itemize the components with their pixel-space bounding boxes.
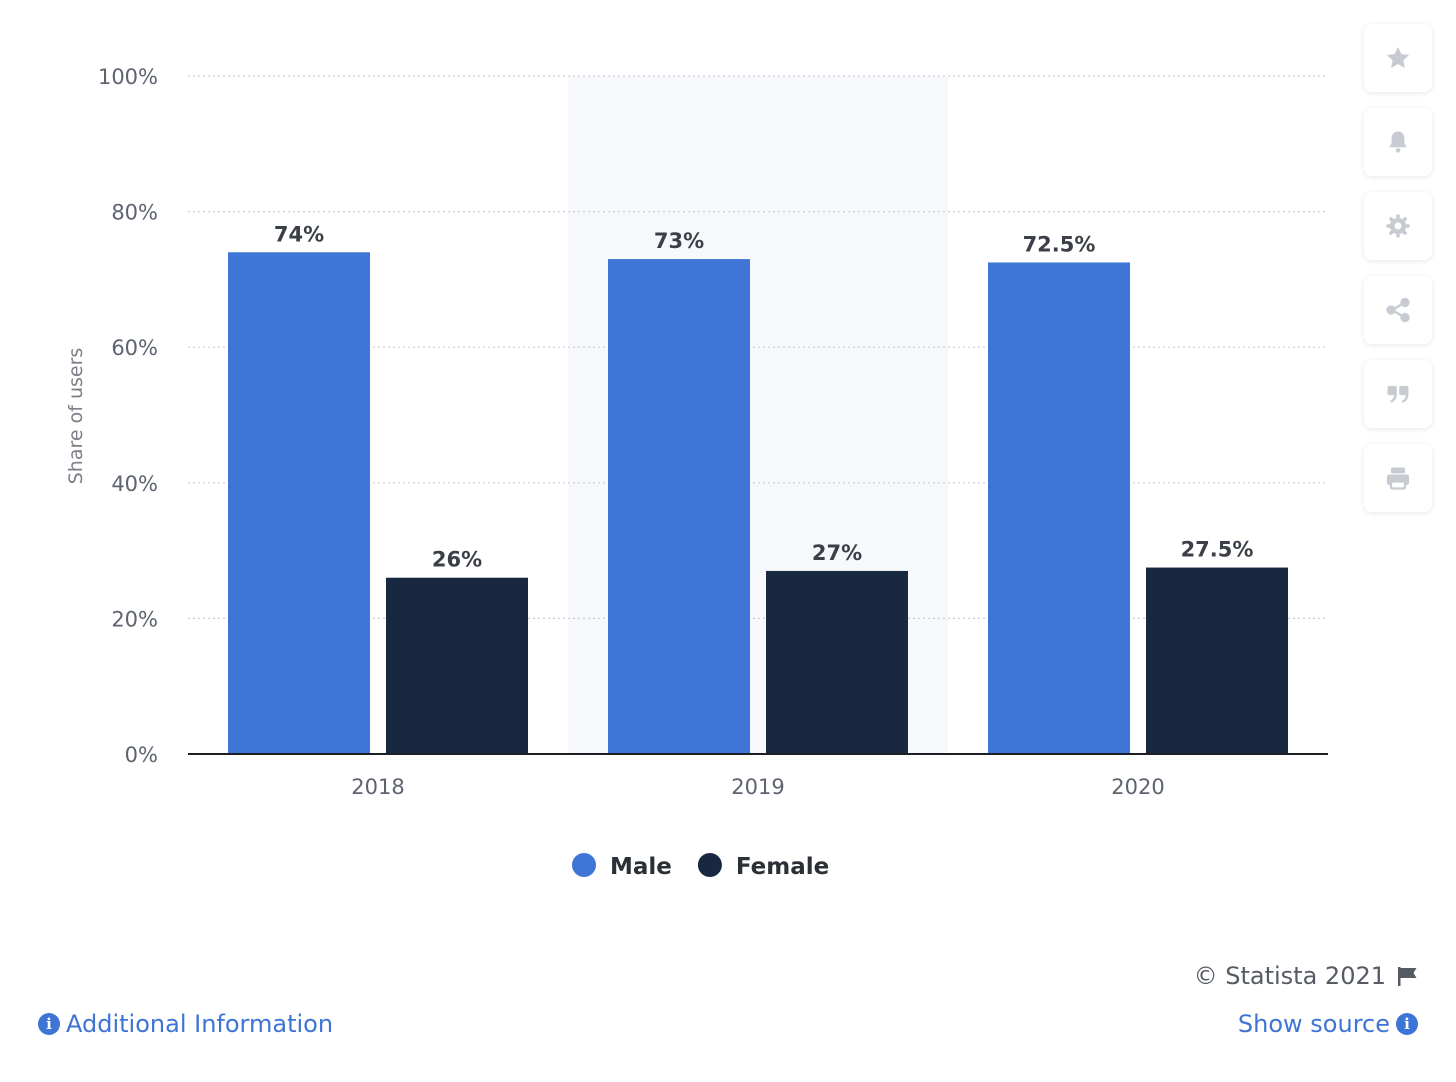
cite-button[interactable] bbox=[1364, 360, 1432, 428]
notification-button[interactable] bbox=[1364, 108, 1432, 176]
info-icon: i bbox=[1396, 1013, 1418, 1035]
y-tick-label: 20% bbox=[111, 607, 158, 631]
bar-male-2018[interactable] bbox=[228, 252, 370, 754]
legend-marker-male[interactable] bbox=[572, 853, 596, 877]
y-tick-label: 80% bbox=[111, 201, 158, 225]
bar-chart: 0% 20% 40% 60% 80% 100% Share of users 74% 26% 20… bbox=[65, 65, 1328, 880]
legend-marker-female[interactable] bbox=[697, 853, 722, 877]
quote-icon bbox=[1387, 385, 1409, 403]
settings-button[interactable] bbox=[1364, 192, 1432, 260]
star-icon bbox=[1386, 46, 1410, 69]
data-label: 73% bbox=[654, 229, 704, 253]
y-tick-label: 40% bbox=[111, 472, 158, 496]
share-icon bbox=[1386, 297, 1410, 323]
y-tick-label: 60% bbox=[111, 336, 158, 360]
bar-male-2019[interactable] bbox=[608, 259, 750, 754]
show-source-label: Show source bbox=[1237, 1010, 1390, 1038]
favorite-button[interactable] bbox=[1364, 24, 1432, 92]
flag-icon bbox=[1398, 967, 1417, 986]
y-tick-label: 0% bbox=[125, 743, 158, 767]
chart-toolbar bbox=[1364, 24, 1432, 528]
additional-information-link[interactable]: i Additional Information bbox=[38, 1010, 333, 1038]
gear-icon bbox=[1386, 214, 1410, 238]
y-axis-label: Share of users bbox=[65, 348, 87, 485]
bar-male-2020[interactable] bbox=[988, 262, 1130, 754]
copyright-notice: © Statista 2021 bbox=[1194, 962, 1420, 990]
legend-label-male[interactable]: Male bbox=[610, 854, 672, 880]
info-icon: i bbox=[38, 1013, 60, 1035]
share-button[interactable] bbox=[1364, 276, 1432, 344]
show-source-link[interactable]: Show source i bbox=[1238, 1010, 1418, 1038]
bar-female-2019[interactable] bbox=[766, 570, 908, 754]
y-tick-label: 100% bbox=[98, 65, 158, 89]
additional-information-label: Additional Information bbox=[66, 1010, 334, 1038]
bar-female-2018[interactable] bbox=[386, 577, 528, 754]
data-label: 27% bbox=[812, 541, 862, 565]
x-tick-label: 2018 bbox=[351, 775, 404, 799]
x-tick-label: 2020 bbox=[1111, 775, 1164, 799]
bar-female-2020[interactable] bbox=[1146, 567, 1288, 754]
data-label: 27.5% bbox=[1181, 538, 1254, 562]
x-tick-label: 2019 bbox=[731, 775, 784, 799]
print-icon bbox=[1386, 467, 1410, 490]
data-label: 74% bbox=[274, 222, 324, 246]
data-label: 72.5% bbox=[1023, 232, 1096, 256]
print-button[interactable] bbox=[1364, 444, 1432, 512]
copyright-text: © Statista 2021 bbox=[1193, 962, 1386, 990]
legend-label-female[interactable]: Female bbox=[736, 854, 829, 880]
data-label: 26% bbox=[432, 548, 482, 572]
bell-icon bbox=[1389, 131, 1407, 153]
